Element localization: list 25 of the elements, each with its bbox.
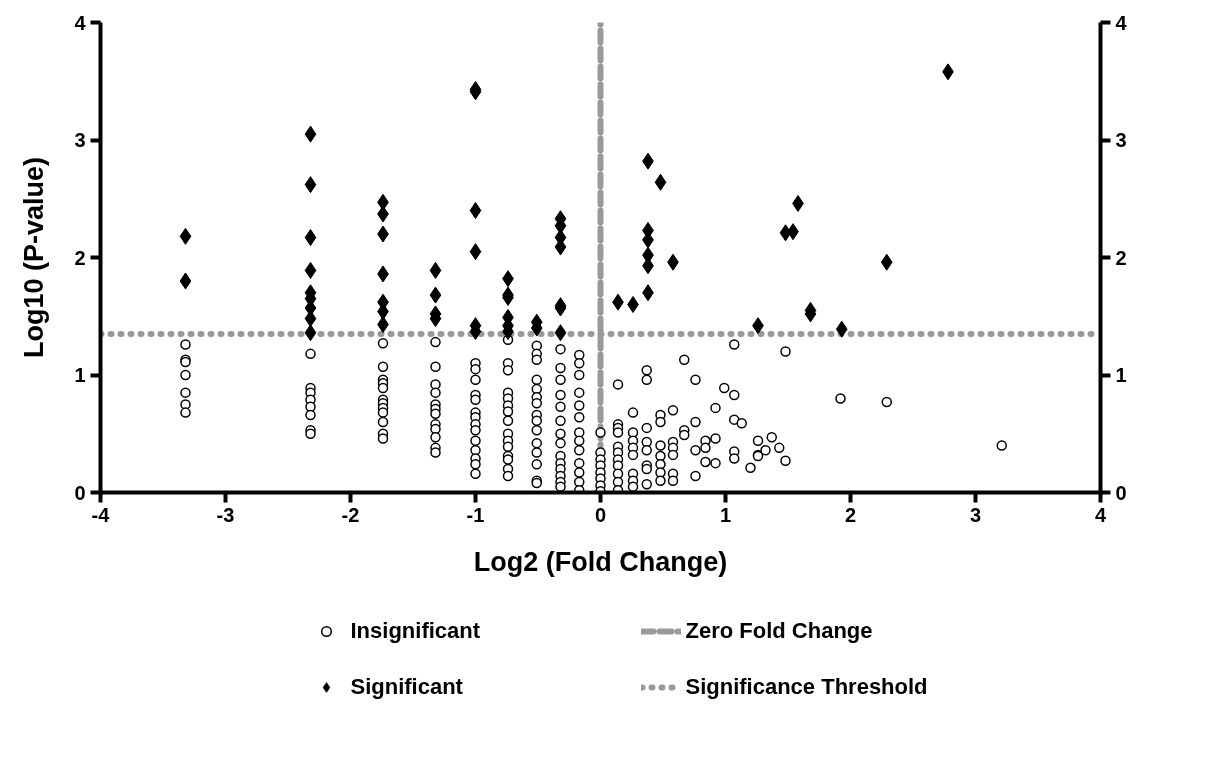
y2-tick-label: 1	[1115, 364, 1127, 386]
x-tick-label: -1	[466, 503, 485, 526]
y2-tick-label: 4	[1115, 11, 1128, 34]
legend-label: Significant	[350, 674, 464, 700]
x-tick-label: -2	[341, 503, 360, 526]
x-tick-label: 1	[719, 503, 732, 526]
x-tick-label: -3	[216, 503, 235, 526]
x-axis-title: Log2 (Fold Change)	[473, 546, 728, 577]
y-axis-title: Log10 (P-value)	[19, 156, 50, 359]
x-tick-label: 4	[1094, 503, 1107, 526]
x-tick-label: 0	[594, 503, 607, 526]
legend-label: Insignificant	[350, 618, 482, 644]
legend-label: Significance Threshold	[685, 674, 929, 700]
x-tick-label: -4	[91, 503, 111, 526]
y-tick-label: 2	[74, 246, 86, 269]
y-tick-label: 4	[74, 11, 87, 34]
y-tick-label: 1	[74, 364, 86, 386]
legend-label: Zero Fold Change	[685, 618, 874, 644]
y-tick-label: 3	[74, 129, 86, 151]
x-tick-label: 2	[844, 503, 857, 526]
y-tick-label: 0	[74, 481, 86, 504]
y2-tick-label: 0	[1115, 481, 1127, 504]
x-tick-label: 3	[969, 503, 982, 526]
y2-tick-label: 3	[1115, 129, 1127, 151]
y2-tick-label: 2	[1115, 246, 1127, 269]
